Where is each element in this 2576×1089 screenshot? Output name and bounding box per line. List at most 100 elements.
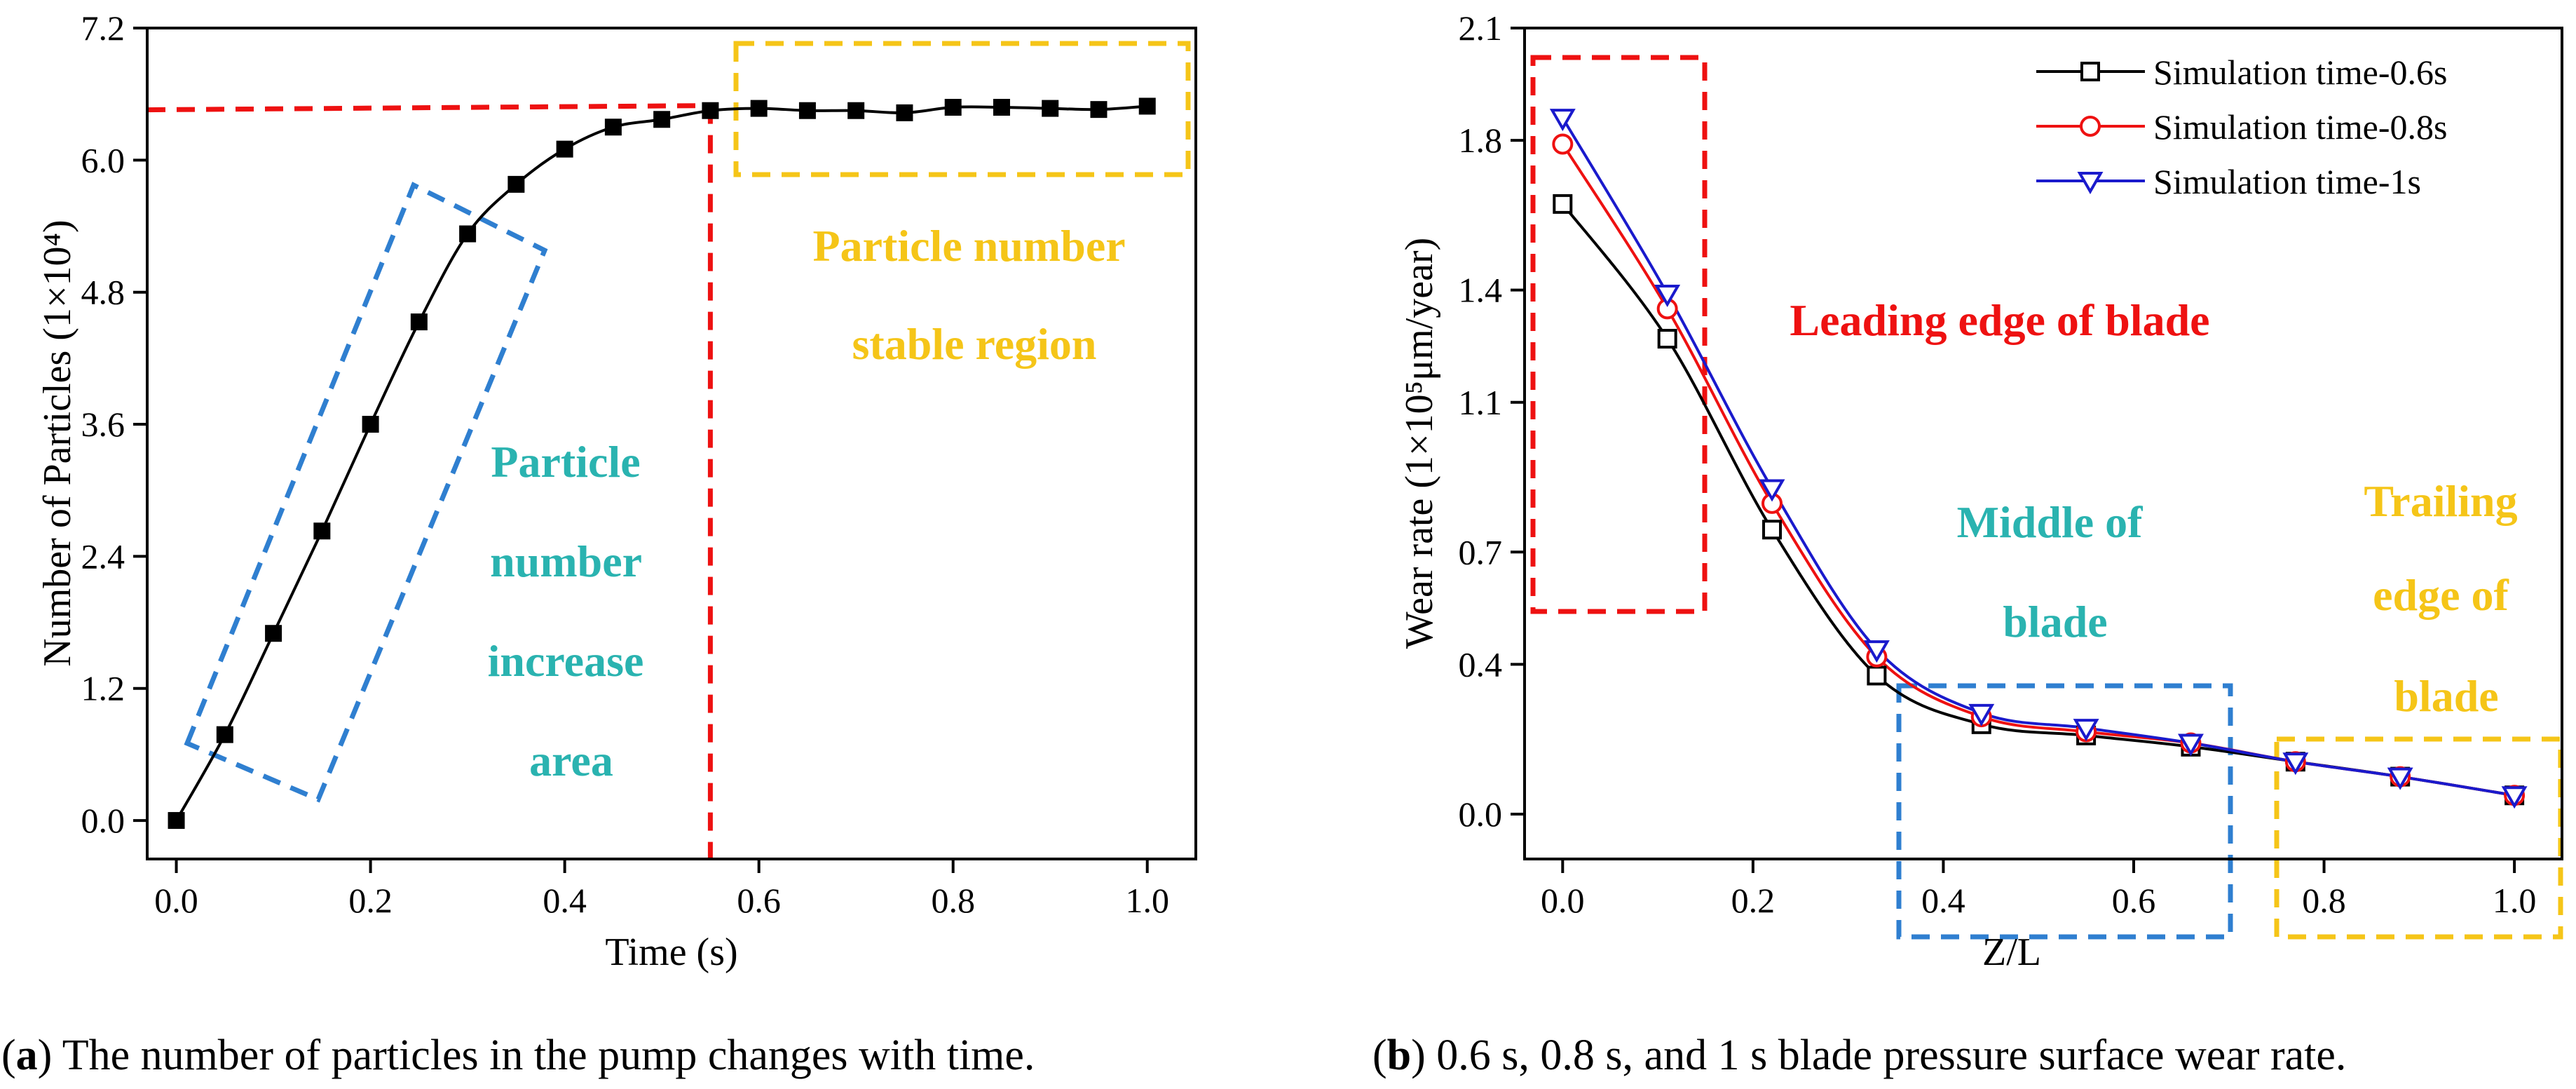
chart-b-y-tick-label: 0.4 [1459,644,1503,684]
chart-b-data-point [1762,520,1783,540]
annotation-line: Trailing [2364,476,2517,526]
chart-b-data-point [1867,665,1887,686]
chart-a-x-tick-label: 0.8 [931,881,975,920]
chart-b-x-tick-label: 0.4 [1921,881,1965,920]
chart-a-series-line [175,104,1147,822]
chart-b-annotation-middle: Middle of blade [1957,497,2154,647]
chart-a-y-tick-label: 6.0 [81,140,125,180]
annotation-line: blade [2394,671,2498,721]
chart-b-x-tick-label: 1.0 [2493,881,2537,920]
chart-b-y-tick-label: 1.8 [1459,121,1503,160]
chart-a-data-point [313,522,331,540]
legend-marker [2080,116,2101,137]
chart-a-y-tick-label: 4.8 [81,273,125,312]
chart-a-data-point [798,102,816,119]
chart-a-data-point [216,726,233,743]
chart-a-x-axis-label: Time (s) [605,931,737,974]
chart-a-data-point [847,102,865,119]
chart-a-y-tick-label: 2.4 [81,536,125,576]
chart-b-y-tick-label: 1.1 [1459,383,1503,422]
chart-a-data-point [265,625,282,642]
chart-a-data-point [168,812,185,830]
annotation-line: edge of [2373,570,2509,620]
chart-a-data-point [702,102,719,119]
chart-b: 0.0 0.2 0.4 0.6 0.8 1.00.00.40.71.11.41.82.1 … [1398,8,2563,974]
chart-b-data-point [2501,786,2528,809]
chart-a-x-tick-label: 0.2 [348,881,393,920]
chart-a-annotation-increase: Particle number increase area [488,437,655,785]
annotation-line: number [490,536,642,586]
annotation-line: Middle of [1957,497,2144,547]
chart-b-x-axis-label: Z/L [1982,931,2041,974]
chart-a-data-point [944,99,962,116]
chart-a-data-point [896,104,913,121]
chart-a-data-point [1090,101,1108,119]
chart-b-y-axis-label: Wear rate (1×10⁵μm/year) [1398,238,1441,649]
chart-b-data-point [1552,133,1574,155]
chart-b-middle-box [1896,683,2233,940]
chart-a-data-point [604,119,622,136]
chart-b-plot-frame [1523,27,2563,860]
annotation-line: Particle number [813,221,1126,271]
chart-a-data-point [1138,97,1156,115]
chart-b-x-tick-label: 0.8 [2302,881,2346,920]
annotation-line: Leading edge of blade [1790,295,2209,345]
chart-b-data-point [1654,284,1681,307]
chart-b-legend: Simulation time-0.6s Simulation time-0.8s… [2036,53,2447,201]
legend-label: Simulation time-0.8s [2153,107,2447,147]
chart-a: 0.0 0.2 0.4 0.6 0.8 1.00.01.22.43.64.86.07.2 … [36,8,1197,974]
chart-b-data-point [2073,719,2099,742]
chart-a-data-point [362,416,379,433]
chart-a-data-point [556,140,573,158]
chart-a-data-point [653,111,671,128]
annotation-line: increase [488,636,644,686]
chart-b-y-tick-label: 0.7 [1459,532,1503,571]
chart-b-data-point [1657,329,1677,349]
legend-label: Simulation time-1s [2153,162,2421,201]
chart-a-data-point [750,100,768,117]
chart-a-x-tick-label: 0.6 [737,881,781,920]
annotation-line: stable region [852,319,1096,369]
caption-b-letter: b [1386,1031,1412,1079]
chart-a-reference-line-horizontal [146,103,711,113]
caption-a-text: The number of particles in the pump chan… [52,1031,1035,1079]
caption-a-letter: a [15,1031,38,1079]
chart-b-data-point [2282,752,2309,776]
chart-a-plot-frame [146,27,1197,860]
chart-b-y-tick-label: 2.1 [1459,8,1503,48]
chart-a-x-tick-label: 1.0 [1125,881,1169,920]
chart-a-y-tick-label: 3.6 [81,405,125,444]
caption-b-text: 0.6 s, 0.8 s, and 1 s blade pressure sur… [1425,1031,2347,1079]
chart-b-data-point [2177,733,2204,757]
legend-label: Simulation time-0.6s [2153,53,2447,92]
caption-a: (a) The number of particles in the pump … [1,1031,1035,1079]
legend-marker [2080,62,2100,81]
chart-a-annotation-stable: Particle number stable region [813,221,1136,369]
chart-b-annotation-leading-edge: Leading edge of blade [1790,295,2209,345]
chart-a-data-point [410,313,428,331]
chart-a-x-tick-label: 0.0 [154,881,198,920]
chart-a-data-point [993,99,1010,116]
chart-a-data-point [1042,100,1059,117]
chart-b-data-point [2387,767,2413,790]
chart-b-y-tick-label: 0.0 [1459,794,1503,834]
chart-a-x-tick-label: 0.4 [543,881,587,920]
annotation-line: Particle [491,437,640,487]
chart-a-increase-box [184,182,548,803]
legend-marker [2077,172,2104,195]
chart-b-y-tick-label: 1.4 [1459,271,1503,310]
chart-b-data-point [1759,479,1785,502]
chart-a-y-axis-label: Number of Particles (1×10⁴) [36,219,79,666]
chart-a-data-point [459,225,477,243]
chart-b-data-point [1968,703,1995,726]
chart-a-y-tick-label: 7.2 [81,8,125,48]
chart-b-data-point [1549,109,1576,132]
chart-b-x-tick-label: 0.2 [1731,881,1776,920]
caption-b: (b) 0.6 s, 0.8 s, and 1 s blade pressure… [1372,1031,2347,1079]
annotation-line: blade [2003,597,2107,647]
chart-a-y-tick-label: 1.2 [81,669,125,708]
chart-b-data-point [1863,640,1890,663]
chart-b-x-tick-label: 0.6 [2112,881,2156,920]
chart-b-data-point [1553,194,1573,214]
